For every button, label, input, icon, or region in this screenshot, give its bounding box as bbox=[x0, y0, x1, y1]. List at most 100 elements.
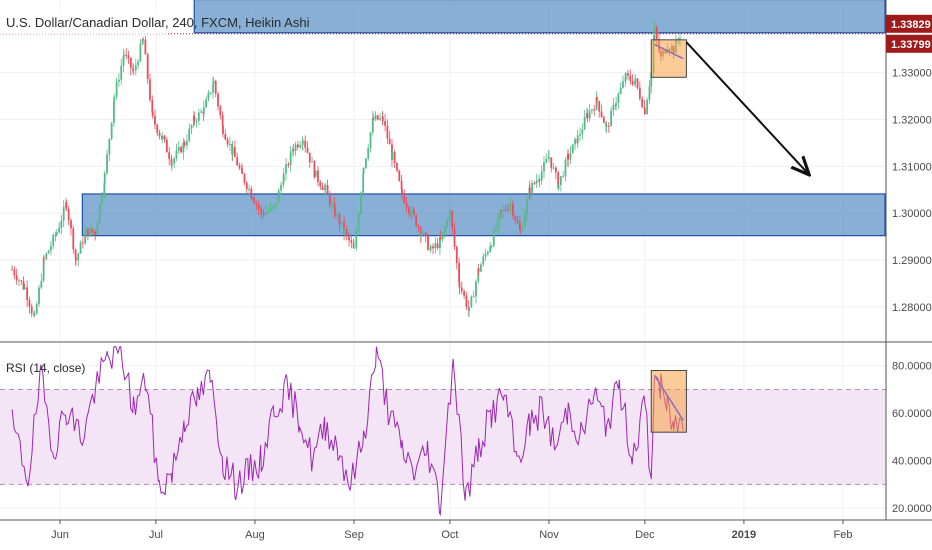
candle-body bbox=[42, 258, 45, 281]
candle-body bbox=[125, 54, 128, 56]
candle-body bbox=[350, 240, 353, 243]
candle-body bbox=[255, 202, 258, 205]
candle-body bbox=[161, 135, 164, 140]
candle-body bbox=[432, 246, 434, 249]
candle-body bbox=[348, 234, 350, 241]
candle-body bbox=[388, 138, 391, 145]
candle-body bbox=[226, 139, 229, 145]
price-tag-label: 1.33829 bbox=[891, 19, 931, 31]
candle-body bbox=[535, 180, 538, 184]
candle-body bbox=[554, 167, 557, 173]
candle-body bbox=[596, 97, 598, 102]
candle-body bbox=[35, 304, 38, 314]
candle-body bbox=[142, 39, 144, 41]
candle-body bbox=[449, 211, 451, 219]
candle-body bbox=[591, 109, 593, 111]
candle-body bbox=[151, 99, 154, 113]
candle-body bbox=[460, 287, 463, 292]
candle-body bbox=[238, 165, 241, 168]
candle-body bbox=[151, 112, 154, 117]
candle-body bbox=[579, 134, 581, 136]
candle-body bbox=[193, 115, 196, 122]
candle-body bbox=[103, 173, 106, 184]
candle-body bbox=[271, 206, 274, 208]
candle-body bbox=[427, 236, 429, 250]
candle-body bbox=[248, 188, 250, 190]
candle-body bbox=[84, 231, 87, 244]
candle-body bbox=[190, 125, 193, 129]
price-tag-box bbox=[886, 34, 932, 53]
price-tag-box bbox=[886, 14, 932, 33]
candle-body bbox=[195, 121, 198, 123]
candle-body bbox=[108, 138, 111, 155]
time-tick-label: Feb bbox=[834, 529, 853, 541]
candle-body bbox=[149, 79, 151, 100]
price-trend-line bbox=[654, 43, 684, 60]
candle-body bbox=[50, 245, 52, 251]
candle-body bbox=[441, 231, 444, 240]
candle-body bbox=[304, 140, 307, 148]
candle-body bbox=[569, 153, 572, 160]
candle-body bbox=[381, 116, 384, 121]
candle-body bbox=[209, 92, 212, 94]
candle-body bbox=[314, 170, 317, 177]
candle-body bbox=[458, 282, 461, 288]
candle-body bbox=[75, 258, 77, 261]
candle-body bbox=[588, 110, 591, 119]
candle-body bbox=[265, 211, 267, 215]
candle-body bbox=[362, 173, 365, 193]
candle-body bbox=[120, 65, 123, 80]
candle-body bbox=[636, 78, 639, 88]
candle-body bbox=[297, 144, 299, 148]
candle-body bbox=[617, 93, 620, 104]
candle-body bbox=[65, 202, 68, 209]
candle-body bbox=[548, 157, 550, 159]
candle-body bbox=[502, 209, 505, 212]
candle-body bbox=[177, 146, 180, 151]
candle-body bbox=[60, 220, 63, 228]
candle-body bbox=[233, 147, 236, 158]
candle-body bbox=[372, 117, 375, 120]
candle-body bbox=[182, 142, 185, 153]
candle-body bbox=[275, 202, 278, 206]
candle-body bbox=[257, 204, 260, 209]
candle-body bbox=[605, 125, 608, 127]
candle-body bbox=[228, 143, 231, 145]
candle-body bbox=[113, 96, 116, 102]
candle-body bbox=[451, 211, 454, 229]
candle-body bbox=[367, 148, 370, 159]
candle-body bbox=[175, 150, 178, 159]
candle-body bbox=[250, 197, 253, 199]
candle-body bbox=[144, 39, 147, 55]
candle-body bbox=[343, 229, 346, 234]
candle-body bbox=[200, 111, 203, 113]
candle-body bbox=[559, 176, 562, 185]
candle-body bbox=[86, 228, 89, 237]
rsi-axis: 20.0000 40.0000 60.0000 80.0000 bbox=[892, 361, 932, 515]
candle-body bbox=[638, 87, 641, 99]
candle-body bbox=[212, 84, 214, 93]
candle-body bbox=[84, 228, 87, 232]
candle-body bbox=[384, 120, 386, 126]
candle-body bbox=[158, 132, 161, 136]
candle-body bbox=[472, 296, 475, 298]
candle-body bbox=[224, 133, 227, 140]
candle-body bbox=[627, 73, 629, 76]
candle-body bbox=[30, 306, 33, 314]
candle-body bbox=[214, 80, 217, 94]
candle-body bbox=[653, 27, 656, 42]
candle-body bbox=[463, 291, 465, 296]
candle-body bbox=[571, 144, 574, 154]
candle-body bbox=[362, 167, 365, 174]
candle-body bbox=[163, 135, 166, 140]
candle-body bbox=[28, 300, 31, 307]
candle-body bbox=[439, 237, 441, 249]
price-tick-label: 1.29000 bbox=[892, 255, 932, 267]
candle-body bbox=[376, 115, 379, 120]
candle-body bbox=[401, 189, 403, 195]
candle-body bbox=[55, 232, 58, 235]
candle-body bbox=[379, 118, 381, 120]
time-axis: Jun Jul Aug Sep Oct Nov Dec 2019 Feb bbox=[51, 520, 852, 541]
candle-body bbox=[89, 228, 92, 237]
candle-body bbox=[486, 251, 489, 254]
